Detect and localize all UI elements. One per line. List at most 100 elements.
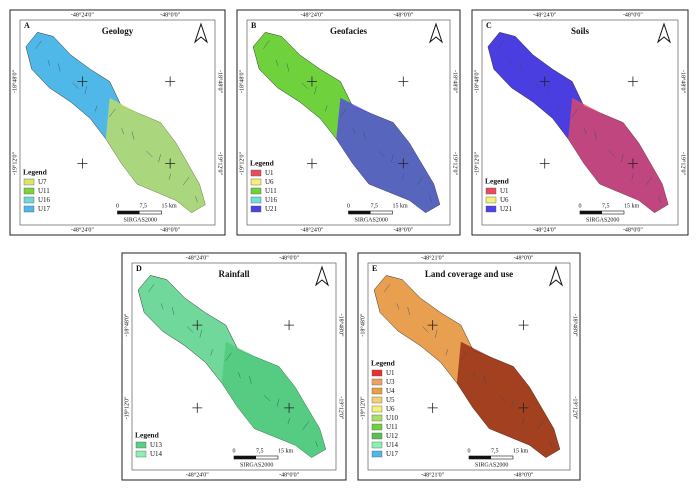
drainage	[608, 150, 616, 158]
drainage	[249, 375, 252, 384]
drainage	[183, 176, 190, 186]
coord-label: -48°0'0"	[623, 226, 643, 233]
drainage	[391, 154, 394, 163]
legend-swatch	[371, 414, 383, 422]
drainage	[58, 63, 61, 72]
map-panel: E Land coverage and use -48°21'0" -48°21'0"…	[357, 252, 581, 481]
legend-swatch	[371, 423, 383, 431]
drainage	[263, 40, 270, 49]
legend-swatch	[371, 432, 383, 440]
coord-label: -48°0'0"	[623, 11, 643, 18]
scale-label: 15 km	[162, 203, 178, 209]
drainage	[199, 329, 202, 338]
drainage	[378, 150, 385, 158]
legend-swatch	[250, 205, 262, 213]
drainage	[301, 82, 308, 89]
drainage	[286, 63, 290, 72]
drainage	[47, 59, 51, 67]
coord-label: -19°12'0"	[452, 152, 459, 175]
map-panel: B Geofacies -48°24'0" -48°24'0" -48°0'0" -48°…	[236, 9, 461, 236]
map-panel: A Geology -48°24'0" -48°24'0" -48°0'0" -48°0'…	[9, 9, 226, 236]
drainage	[594, 131, 597, 140]
scale-label: 7,5	[140, 203, 148, 209]
drainage	[158, 154, 161, 163]
coord-label: -48°0'0"	[393, 11, 413, 18]
legend-title: Legend	[485, 177, 510, 186]
grid-cross	[627, 76, 638, 87]
coord-label: -48°24'0"	[186, 254, 209, 261]
panel-letter: C	[486, 21, 492, 30]
panel-title: Geofacies	[330, 26, 367, 36]
coord-label: -18°48'0"	[572, 314, 579, 337]
panel-title: Geology	[102, 26, 134, 36]
scale-label: 15 km	[624, 203, 640, 209]
drainage	[160, 303, 164, 310]
drainage	[314, 86, 317, 95]
drainage	[72, 82, 79, 89]
coord-label: -19°12'0"	[238, 151, 245, 174]
legend-label: U10	[386, 414, 399, 422]
basin-zone	[568, 97, 669, 213]
coord-label: -48°24'0"	[71, 11, 94, 18]
north-arrow	[428, 22, 444, 44]
scale-bar	[117, 211, 140, 214]
legend-label: U1	[386, 369, 395, 377]
scale-bar	[348, 211, 371, 214]
coord-label: -48°24'0"	[186, 471, 209, 478]
legend-swatch	[371, 450, 383, 458]
legend-swatch	[485, 187, 497, 195]
drainage	[434, 329, 438, 338]
legend-label: U4	[386, 387, 395, 395]
drainage	[396, 303, 400, 310]
scale-label: 7,5	[371, 203, 379, 209]
legend-label: U1	[265, 169, 274, 177]
panel-letter: B	[251, 21, 257, 30]
coord-label: -48°0'0"	[279, 254, 299, 261]
basin-zone	[105, 97, 206, 213]
drainage	[35, 40, 42, 49]
drainage	[422, 326, 429, 333]
legend-swatch	[371, 441, 383, 449]
grid-cross	[539, 158, 550, 169]
grid-cross	[284, 402, 295, 413]
legend-label: U21	[500, 205, 513, 213]
coord-label: -48°24'0"	[533, 226, 556, 233]
coord-label: -19°12'0"	[11, 151, 18, 174]
legend-label: U11	[38, 187, 50, 195]
scale-bar	[469, 456, 491, 459]
drainage	[171, 306, 175, 315]
drainage	[315, 440, 318, 448]
scale-label: 7,5	[491, 448, 499, 454]
legend-swatch	[23, 187, 35, 195]
map-frame	[131, 262, 337, 471]
coord-label: -19°12'0"	[572, 396, 579, 419]
legend-label: U6	[386, 405, 395, 413]
coord-label: -48°0'0"	[393, 226, 413, 233]
legend-label: U6	[265, 178, 274, 186]
drainage	[121, 128, 124, 135]
legend-label: U14	[386, 441, 399, 449]
drainage	[536, 421, 544, 430]
coord-label: -48°24'0"	[300, 226, 323, 233]
panel-title: Land coverage and use	[425, 269, 513, 279]
scale-label: 15 km	[513, 448, 529, 454]
legend-swatch	[250, 187, 262, 195]
legend-swatch	[371, 378, 383, 386]
coord-label: -48°0'0"	[514, 254, 534, 261]
drainage	[445, 349, 449, 356]
grid-cross	[165, 158, 176, 169]
drainage	[473, 372, 476, 379]
coord-label: -48°0'0"	[514, 471, 534, 478]
coord-label: -19°12'0"	[359, 396, 366, 419]
drainage	[407, 306, 410, 315]
legend-label: U3	[386, 378, 395, 386]
grid-cross	[77, 158, 88, 169]
drainage	[94, 105, 98, 112]
drainage	[483, 375, 487, 384]
legend-swatch	[371, 387, 383, 395]
map-frame	[367, 262, 571, 471]
map-frame	[481, 19, 679, 226]
drainage	[186, 326, 194, 333]
legend-title: Legend	[371, 359, 396, 368]
